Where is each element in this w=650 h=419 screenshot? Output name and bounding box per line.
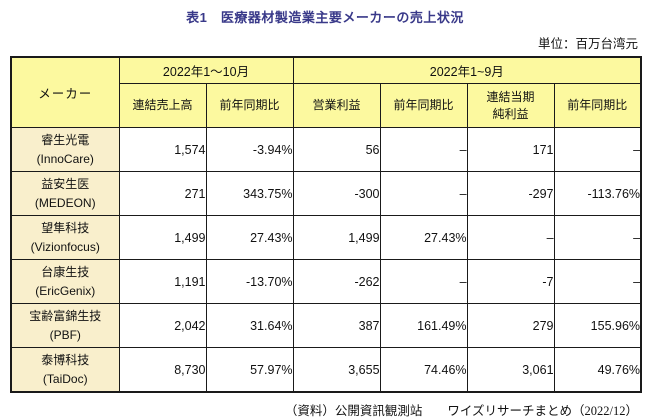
header-consolidated-revenue: 連結売上高	[118, 83, 207, 128]
value-cell: 279	[466, 303, 555, 348]
period-header-jan-sep: 2022年1~9月	[292, 56, 642, 84]
maker-name-cell: 泰博科技 (TaiDoc)	[10, 347, 120, 393]
value-cell: 3,655	[292, 347, 381, 393]
value-cell: -7	[466, 259, 555, 304]
value-cell: 56	[292, 127, 381, 172]
source-note: （資料）公開資訊観測站 ワイズリサーチまとめ（2022/12）	[284, 404, 638, 418]
value-cell: 49.76%	[553, 347, 642, 393]
table-row: 宝齢富錦生技 (PBF) 2,042 31.64% 387 161.49% 27…	[10, 303, 642, 348]
unit-label: 単位：百万台湾元	[537, 37, 638, 51]
maker-name-cell: 台康生技 (EricGenix)	[10, 259, 120, 304]
value-cell: 1,574	[118, 127, 207, 172]
value-cell: -3.94%	[205, 127, 294, 172]
maker-name-zh: 台康生技	[41, 264, 90, 279]
maker-column-header: メーカー	[10, 56, 120, 128]
value-cell: –	[553, 127, 642, 172]
value-cell: 1,499	[292, 215, 381, 260]
value-cell: 171	[466, 127, 555, 172]
value-cell: -297	[466, 171, 555, 216]
sales-table: メーカー 2022年1～10月 2022年1~9月 連結売上高 前年同期比 営業…	[10, 56, 643, 393]
maker-name-en: (Vizionfocus)	[30, 239, 100, 254]
maker-name-zh: 益安生医	[41, 176, 90, 191]
value-cell: 31.64%	[205, 303, 294, 348]
value-cell: 161.49%	[379, 303, 468, 348]
value-cell: -113.76%	[553, 171, 642, 216]
value-cell: 387	[292, 303, 381, 348]
page: 表1 医療器材製造業主要メーカーの売上状況 単位：百万台湾元 メーカー 2022…	[10, 10, 643, 418]
value-cell: 8,730	[118, 347, 207, 393]
header-yoy-operating: 前年同期比	[379, 83, 468, 128]
value-cell: 2,042	[118, 303, 207, 348]
maker-name-zh: 泰博科技	[41, 352, 90, 367]
table-row: 益安生医 (MEDEON) 271 343.75% -300 – -297 -1…	[10, 171, 642, 216]
maker-name-cell: 宝齢富錦生技 (PBF)	[10, 303, 120, 348]
maker-name-zh: 望隼科技	[41, 220, 90, 235]
value-cell: –	[379, 171, 468, 216]
maker-name-cell: 睿生光電 (InnoCare)	[10, 127, 120, 172]
header-net-profit: 連結当期 純利益	[466, 83, 555, 128]
value-cell: -13.70%	[205, 259, 294, 304]
header-yoy-revenue: 前年同期比	[205, 83, 294, 128]
value-cell: 1,191	[118, 259, 207, 304]
header-operating-profit: 営業利益	[292, 83, 381, 128]
period-header-jan-oct: 2022年1～10月	[118, 56, 294, 84]
value-cell: –	[466, 215, 555, 260]
value-cell: 343.75%	[205, 171, 294, 216]
table-row: 泰博科技 (TaiDoc) 8,730 57.97% 3,655 74.46% …	[10, 347, 642, 393]
value-cell: 155.96%	[553, 303, 642, 348]
value-cell: 1,499	[118, 215, 207, 260]
table-row: 台康生技 (EricGenix) 1,191 -13.70% -262 – -7…	[10, 259, 642, 304]
period-header-row: メーカー 2022年1～10月 2022年1~9月	[10, 56, 642, 128]
maker-name-en: (EricGenix)	[35, 283, 96, 298]
value-cell: 57.97%	[205, 347, 294, 393]
maker-name-zh: 睿生光電	[41, 132, 90, 147]
value-cell: -262	[292, 259, 381, 304]
value-cell: 3,061	[466, 347, 555, 393]
value-cell: 27.43%	[379, 215, 468, 260]
header-yoy-net: 前年同期比	[553, 83, 642, 128]
sub-header-row: 連結売上高 前年同期比 営業利益 前年同期比 連結当期 純利益 前年同期比	[11, 83, 642, 128]
page-title: 表1 医療器材製造業主要メーカーの売上状況	[186, 10, 464, 25]
maker-name-zh: 宝齢富錦生技	[29, 308, 102, 323]
value-cell: -300	[292, 171, 381, 216]
maker-name-en: (PBF)	[49, 327, 81, 342]
table-row: 望隼科技 (Vizionfocus) 1,499 27.43% 1,499 27…	[10, 215, 642, 260]
value-cell: 27.43%	[205, 215, 294, 260]
value-cell: –	[379, 259, 468, 304]
value-cell: –	[553, 259, 642, 304]
value-cell: 74.46%	[379, 347, 468, 393]
value-cell: –	[379, 127, 468, 172]
maker-name-en: (MEDEON)	[34, 195, 96, 210]
maker-name-cell: 望隼科技 (Vizionfocus)	[10, 215, 120, 260]
value-cell: 271	[118, 171, 207, 216]
maker-name-en: (TaiDoc)	[42, 371, 88, 386]
value-cell: –	[553, 215, 642, 260]
maker-name-en: (InnoCare)	[36, 151, 94, 166]
table-row: 睿生光電 (InnoCare) 1,574 -3.94% 56 – 171 –	[10, 127, 642, 172]
maker-name-cell: 益安生医 (MEDEON)	[10, 171, 120, 216]
